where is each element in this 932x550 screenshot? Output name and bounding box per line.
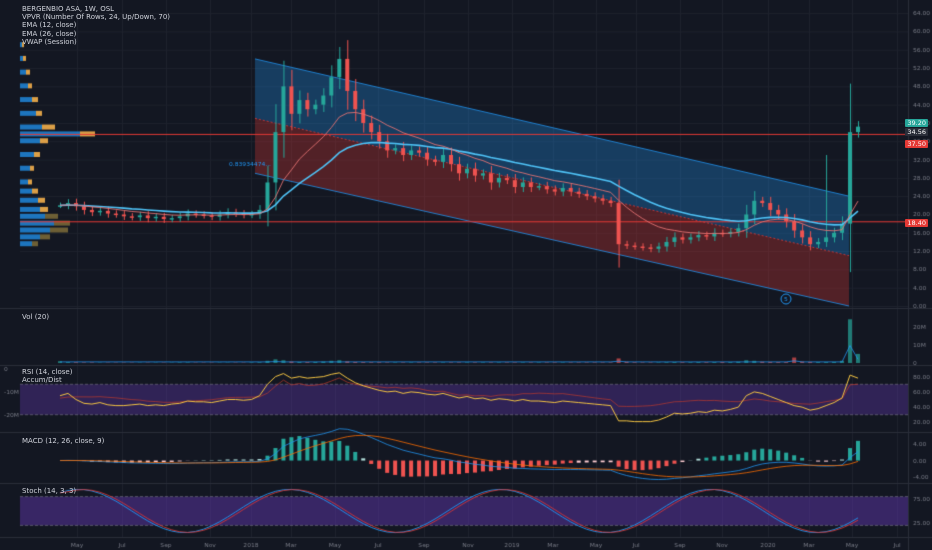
accum-title: Accum/Dist (22, 376, 62, 385)
macd-title: MACD (12, 26, close, 9) (22, 437, 105, 445)
high-line-pill: 37.50 (905, 140, 928, 148)
indicator-ema12[interactable]: EMA (12, close) (22, 21, 77, 30)
rsi-legend: RSI (14, close) Accum/Dist (22, 368, 72, 384)
indicator-ema26[interactable]: EMA (26, close) (22, 29, 77, 38)
volume-legend: Vol (20) (22, 313, 49, 321)
macd-legend: MACD (12, 26, close, 9) (22, 437, 104, 445)
indicator-vpvr[interactable]: VPVR (Number Of Rows, 24, Up/Down, 70) (22, 13, 171, 22)
stoch-legend: Stoch (14, 3, 3) (22, 487, 76, 495)
chart-title: BERGENBIO ASA, 1W, OSL (22, 5, 115, 13)
rsi-title: RSI (14, close) (22, 368, 73, 376)
volume-title: Vol (20) (22, 313, 50, 321)
indicator-vwap[interactable]: VWAP (Session) (22, 37, 77, 46)
chart-legend: BERGENBIO ASA, 1W, OSL VPVR (Number Of R… (22, 5, 170, 46)
mid-price-pill: 34.56 (905, 128, 928, 136)
current-price-pill: 39.20 (905, 119, 928, 127)
stoch-title: Stoch (14, 3, 3) (22, 487, 77, 495)
low-line-pill: 18.40 (905, 219, 928, 227)
